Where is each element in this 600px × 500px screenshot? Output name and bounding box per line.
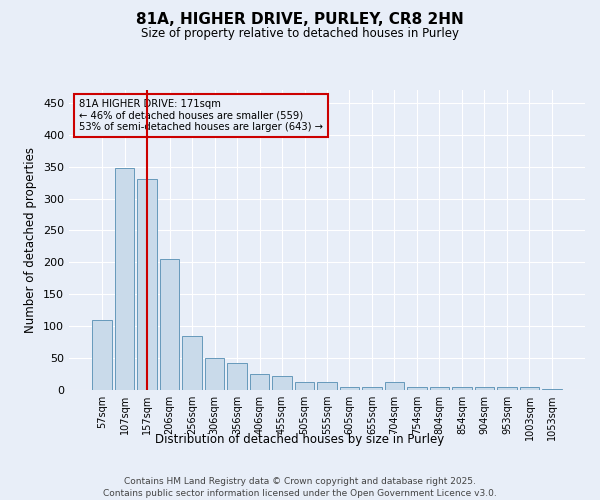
- Bar: [115, 168, 134, 390]
- Bar: [272, 376, 292, 390]
- Text: 81A HIGHER DRIVE: 171sqm
← 46% of detached houses are smaller (559)
53% of semi-: 81A HIGHER DRIVE: 171sqm ← 46% of detach…: [79, 99, 323, 132]
- Text: Distribution of detached houses by size in Purley: Distribution of detached houses by size …: [155, 432, 445, 446]
- Bar: [317, 382, 337, 390]
- Bar: [137, 180, 157, 390]
- Bar: [92, 320, 112, 390]
- Bar: [497, 387, 517, 390]
- Text: 81A, HIGHER DRIVE, PURLEY, CR8 2HN: 81A, HIGHER DRIVE, PURLEY, CR8 2HN: [136, 12, 464, 28]
- Bar: [340, 387, 359, 390]
- Text: Size of property relative to detached houses in Purley: Size of property relative to detached ho…: [141, 28, 459, 40]
- Bar: [160, 259, 179, 390]
- Bar: [475, 387, 494, 390]
- Text: Contains HM Land Registry data © Crown copyright and database right 2025.: Contains HM Land Registry data © Crown c…: [124, 478, 476, 486]
- Bar: [227, 363, 247, 390]
- Bar: [520, 387, 539, 390]
- Bar: [430, 387, 449, 390]
- Bar: [542, 388, 562, 390]
- Bar: [362, 387, 382, 390]
- Bar: [407, 387, 427, 390]
- Bar: [452, 387, 472, 390]
- Bar: [250, 374, 269, 390]
- Y-axis label: Number of detached properties: Number of detached properties: [25, 147, 37, 333]
- Bar: [205, 358, 224, 390]
- Text: Contains public sector information licensed under the Open Government Licence v3: Contains public sector information licen…: [103, 489, 497, 498]
- Bar: [385, 382, 404, 390]
- Bar: [182, 336, 202, 390]
- Bar: [295, 382, 314, 390]
